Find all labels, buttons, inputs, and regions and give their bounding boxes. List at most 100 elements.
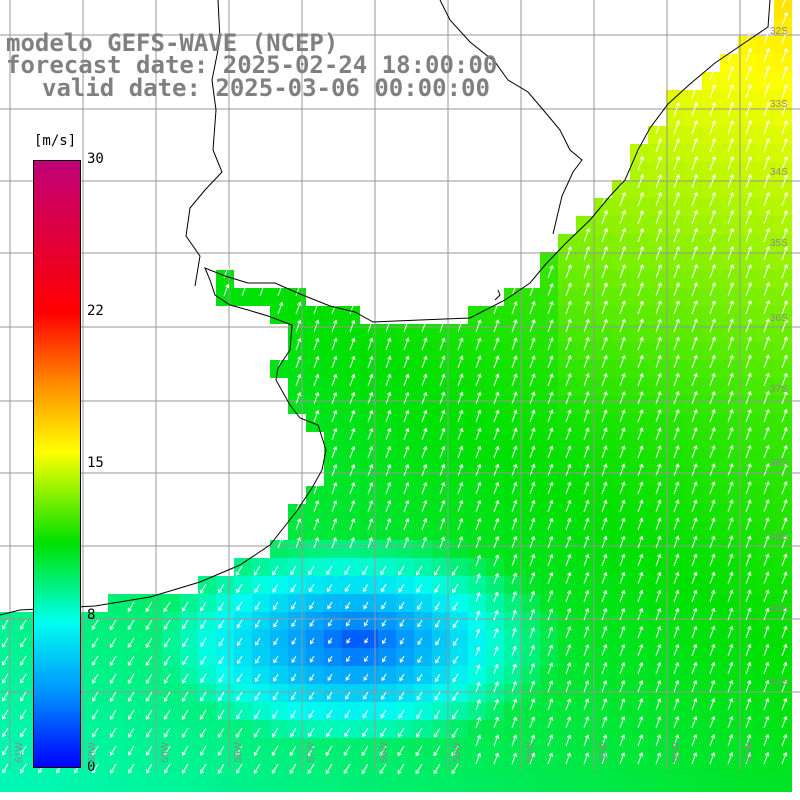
wind-speed-cell xyxy=(774,0,792,18)
wind-speed-cell xyxy=(504,684,522,702)
wind-arrow xyxy=(236,619,243,629)
wind-arrow xyxy=(673,607,680,621)
wind-speed-cell xyxy=(504,720,522,738)
wind-arrow xyxy=(637,246,644,261)
wind-arrow xyxy=(439,481,446,495)
wind-speed-cell xyxy=(576,306,594,324)
wind-arrow xyxy=(745,679,752,693)
wind-speed-cell xyxy=(324,378,342,396)
wind-arrow xyxy=(637,445,644,459)
wind-arrows xyxy=(1,0,788,775)
wind-speed-cell xyxy=(90,774,108,792)
wind-speed-cell xyxy=(558,702,576,720)
wind-arrow xyxy=(367,463,374,477)
wind-speed-cell xyxy=(540,666,558,684)
wind-speed-cell xyxy=(504,288,522,306)
wind-arrow xyxy=(547,499,554,513)
wind-speed-cell xyxy=(720,504,738,522)
wind-speed-cell xyxy=(774,630,792,648)
wind-arrow xyxy=(691,463,698,477)
wind-speed-cell xyxy=(486,756,504,774)
wind-arrow xyxy=(529,590,536,603)
wind-speed-cell xyxy=(612,594,630,612)
wind-speed-cell xyxy=(504,702,522,720)
wind-speed-cell xyxy=(522,648,540,666)
wind-speed-cell xyxy=(378,774,396,792)
wind-arrow xyxy=(655,191,662,207)
wind-speed-cell xyxy=(324,522,342,540)
wind-speed-cell xyxy=(522,684,540,702)
wind-speed-cell xyxy=(432,414,450,432)
wind-arrow xyxy=(255,655,261,664)
wind-arrow xyxy=(727,227,734,243)
wind-speed-cell xyxy=(0,774,18,792)
wind-arrow xyxy=(727,445,734,459)
wind-speed-cell xyxy=(576,594,594,612)
wind-speed-cell xyxy=(594,306,612,324)
wind-arrow xyxy=(727,263,734,279)
wind-arrow xyxy=(763,553,770,567)
wind-arrow xyxy=(709,752,716,765)
wind-speed-cell xyxy=(648,774,666,792)
wind-arrow xyxy=(709,173,716,189)
wind-speed-cell xyxy=(630,522,648,540)
wind-speed-cell xyxy=(738,558,756,576)
wind-speed-cell xyxy=(378,648,396,666)
wind-speed-cell xyxy=(702,306,720,324)
wind-speed-cell xyxy=(558,666,576,684)
wind-arrow xyxy=(439,391,446,405)
wind-arrow xyxy=(254,565,261,576)
wind-arrow xyxy=(511,716,518,729)
wind-arrow xyxy=(745,607,752,621)
wind-arrow xyxy=(691,227,698,243)
wind-speed-cell xyxy=(522,288,540,306)
wind-speed-cell xyxy=(306,306,324,324)
wind-arrow xyxy=(619,643,626,657)
wind-speed-cell xyxy=(216,774,234,792)
wind-speed-cell xyxy=(504,738,522,756)
wind-speed-cell xyxy=(522,720,540,738)
wind-arrow xyxy=(601,734,608,747)
wind-speed-cell xyxy=(576,468,594,486)
wind-arrow xyxy=(493,535,500,549)
wind-arrow xyxy=(673,282,680,297)
wind-speed-cell xyxy=(774,144,792,162)
wind-arrow xyxy=(583,625,590,639)
wind-arrow xyxy=(218,709,225,720)
wind-speed-cell xyxy=(306,360,324,378)
wind-arrow xyxy=(745,571,752,585)
wind-arrow xyxy=(781,65,788,81)
wind-speed-cell xyxy=(522,756,540,774)
wind-speed-cell xyxy=(630,702,648,720)
wind-arrow xyxy=(493,716,500,729)
lon-label-51w: 51W xyxy=(744,742,755,763)
wind-arrow xyxy=(20,709,27,720)
wind-speed-cell xyxy=(468,774,486,792)
wind-arrow xyxy=(781,444,788,459)
wind-arrow xyxy=(362,709,369,719)
wind-arrow xyxy=(709,300,716,315)
wind-speed-cell xyxy=(702,144,720,162)
wind-arrow xyxy=(781,227,788,243)
wind-arrow xyxy=(475,373,482,387)
wind-speed-cell xyxy=(666,360,684,378)
wind-arrow xyxy=(403,463,410,477)
wind-speed-cell xyxy=(756,540,774,558)
wind-arrow xyxy=(745,227,752,243)
wind-speed-cell xyxy=(540,342,558,360)
wind-speed-cell xyxy=(486,468,504,486)
wind-speed-cell xyxy=(504,666,522,684)
wind-speed-cell xyxy=(648,576,666,594)
wind-arrow xyxy=(255,637,261,646)
wind-arrow xyxy=(709,571,716,585)
wind-speed-cell xyxy=(648,306,666,324)
wind-arrow xyxy=(781,751,788,765)
wind-speed-cell xyxy=(774,540,792,558)
wind-speed-cell xyxy=(324,342,342,360)
wind-arrow xyxy=(416,727,423,738)
wind-arrow xyxy=(781,408,788,423)
wind-speed-cell xyxy=(702,378,720,396)
wind-speed-cell xyxy=(684,162,702,180)
wind-speed-cell xyxy=(738,396,756,414)
